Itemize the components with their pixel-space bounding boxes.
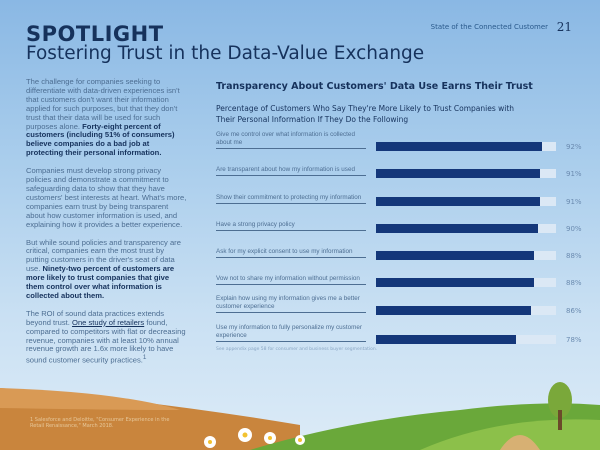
bar-value-label: 91% (566, 170, 582, 178)
bar-track (376, 335, 556, 344)
bar-value-label: 92% (566, 143, 582, 151)
paragraph-1: The challenge for companies seeking to d… (26, 77, 180, 158)
bar-label: Have a strong privacy policy (216, 221, 366, 231)
paragraph-4: The ROI of sound data practices extends … (26, 308, 186, 365)
bar-row: Vow not to share my information without … (216, 261, 586, 287)
report-name: State of the Connected Customer (430, 23, 548, 31)
bar (376, 251, 535, 260)
landscape-illustration (0, 382, 600, 450)
bar-track (376, 197, 556, 206)
retailer-study-link[interactable]: One study of retailers (72, 317, 145, 327)
bar (376, 335, 517, 344)
chart-title: Transparency About Customers' Data Use E… (216, 81, 533, 92)
bar-value-label: 88% (566, 252, 582, 260)
body-text: The challenge for companies seeking to d… (26, 77, 188, 375)
chart-note: See appendix page 58 for consumer and bu… (216, 347, 378, 352)
chart-subtitle: Percentage of Customers Who Say They're … (216, 104, 515, 124)
bar-row: Have a strong privacy policy 90% (216, 207, 586, 233)
bar-label: Use my information to fully personalize … (216, 324, 366, 342)
paragraph-3: But while sound policies and transparenc… (26, 237, 181, 300)
bar-row: Show their commitment to protecting my i… (216, 180, 586, 206)
bar-label: Give me control over what information is… (216, 131, 366, 149)
bar-value-label: 90% (566, 225, 582, 233)
bar-track (376, 169, 556, 178)
bar (376, 224, 538, 233)
bar-row: Are transparent about how my information… (216, 152, 586, 178)
bar (376, 278, 535, 287)
bar-label: Vow not to share my information without … (216, 275, 366, 285)
bar-row: Ask for my explicit consent to use my in… (216, 234, 586, 260)
page-number: 21 (556, 20, 572, 34)
bar-row: Use my information to fully personalize … (216, 318, 586, 344)
bar-value-label: 88% (566, 279, 582, 287)
bar-track (376, 251, 556, 260)
bar-track (376, 278, 556, 287)
paragraph-2: Companies must develop strong privacy po… (26, 166, 187, 229)
bar (376, 169, 540, 178)
bar-value-label: 86% (566, 307, 582, 315)
bar-track (376, 142, 556, 151)
bar (376, 306, 531, 315)
bar-label: Explain how using my information gives m… (216, 295, 366, 313)
bar-value-label: 78% (566, 336, 582, 344)
bar-label: Are transparent about how my information… (216, 166, 366, 176)
bar-value-label: 91% (566, 198, 582, 206)
footnote: 1 Salesforce and Deloitte, "Consumer Exp… (30, 417, 170, 429)
bar-row: Explain how using my information gives m… (216, 289, 586, 315)
page-title: Fostering Trust in the Data-Value Exchan… (26, 43, 425, 64)
bar-label: Show their commitment to protecting my i… (216, 194, 366, 204)
bar-label: Ask for my explicit consent to use my in… (216, 248, 366, 258)
bar (376, 142, 542, 151)
bar-track (376, 224, 556, 233)
bar (376, 197, 540, 206)
kicker: SPOTLIGHT (26, 22, 164, 46)
bar-row: Give me control over what information is… (216, 125, 586, 151)
bar-track (376, 306, 556, 315)
